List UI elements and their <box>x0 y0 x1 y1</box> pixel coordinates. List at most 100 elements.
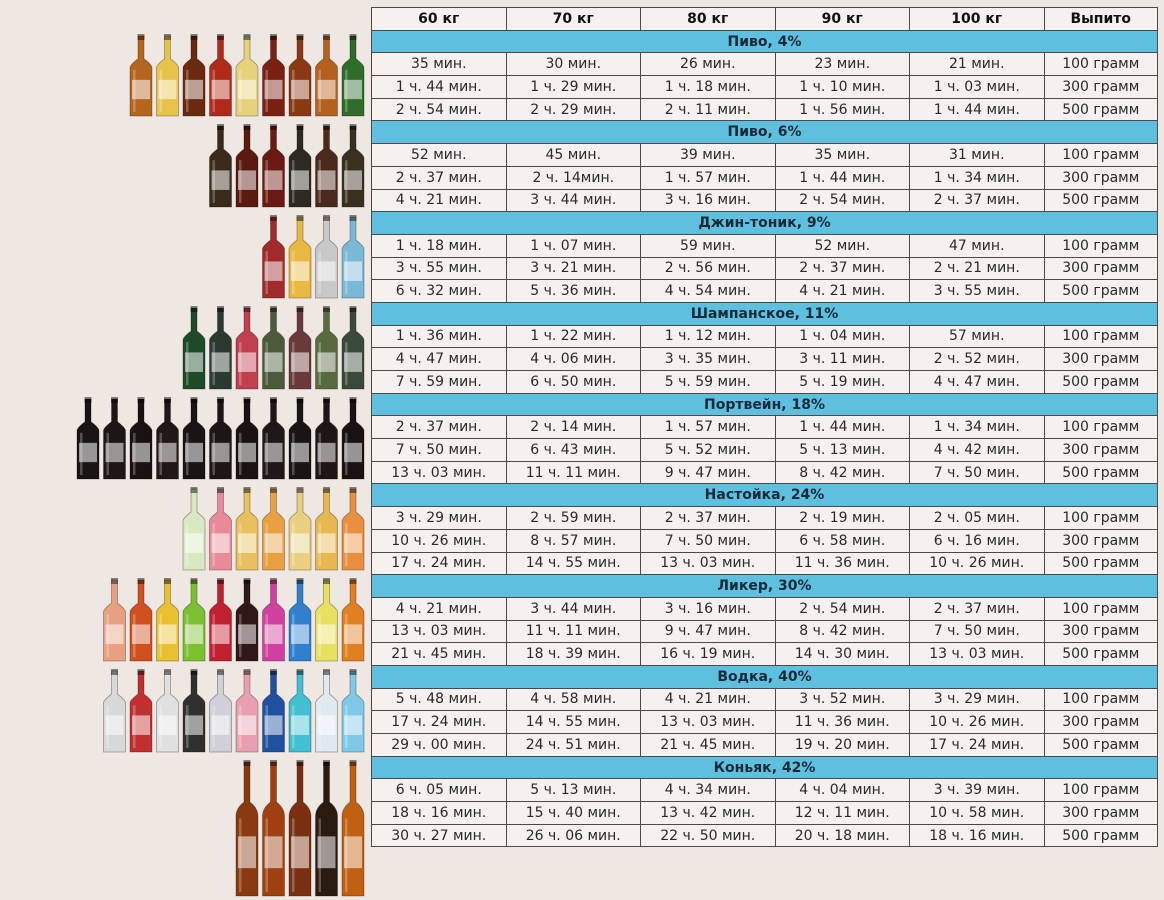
time-cell: 23 мин. <box>774 52 910 77</box>
time-cell: 7 ч. 50 мин. <box>371 438 507 462</box>
amount-cell: 500 грамм <box>1043 642 1158 666</box>
bottle-icon <box>341 578 365 662</box>
time-cell: 16 ч. 19 мин. <box>640 642 776 666</box>
column-header: Выпито <box>1043 7 1158 31</box>
time-cell: 2 ч. 56 мин. <box>640 256 776 281</box>
amount-cell: 500 грамм <box>1043 188 1158 213</box>
bottle-group <box>262 215 365 299</box>
column-header: 100 кг <box>909 7 1045 31</box>
bottle-icon <box>209 306 232 390</box>
table-row: 17 ч. 24 мин. 14 ч. 55 мин. 13 ч. 03 мин. 1… <box>371 710 1158 734</box>
column-header: 60 кг <box>371 7 507 31</box>
section-title: Джин-тоник, 9% <box>371 211 1158 235</box>
bottle-group <box>235 760 365 897</box>
table-row: 35 мин. 30 мин. 26 мин. 23 мин. 21 мин. 100 г… <box>371 52 1158 77</box>
time-cell: 35 мин. <box>371 52 507 77</box>
section-title: Пиво, 4% <box>371 29 1158 54</box>
time-cell: 7 ч. 50 мин. <box>640 528 776 553</box>
time-cell: 8 ч. 57 мин. <box>505 528 641 553</box>
time-cell: 2 ч. 37 мин. <box>640 506 776 530</box>
table-row: 21 ч. 45 мин. 18 ч. 39 мин. 16 ч. 19 мин. 1… <box>371 642 1158 666</box>
time-cell: 13 ч. 03 мин. <box>909 642 1045 666</box>
table-row: 10 ч. 26 мин. 8 ч. 57 мин. 7 ч. 50 мин. 6 ч… <box>371 528 1158 553</box>
time-cell: 14 ч. 30 мин. <box>774 642 910 666</box>
time-cell: 3 ч. 55 мин. <box>371 256 507 281</box>
bottle-icon <box>315 669 338 753</box>
bottle-icon <box>103 578 126 662</box>
table-row: 30 ч. 27 мин. 26 ч. 06 мин. 22 ч. 50 мин. 2… <box>371 823 1158 848</box>
time-cell: 13 ч. 03 мин. <box>640 710 776 734</box>
table-row: 2 ч. 37 мин. 2 ч. 14мин. 1 ч. 57 мин. 1 ч. … <box>371 165 1158 190</box>
amount-cell: 300 грамм <box>1043 438 1158 462</box>
time-cell: 2 ч. 21 мин. <box>909 256 1045 281</box>
table-row: 13 ч. 03 мин. 11 ч. 11 мин. 9 ч. 47 мин. 8 … <box>371 619 1158 644</box>
time-cell: 3 ч. 11 мин. <box>774 347 910 371</box>
time-cell: 21 ч. 45 мин. <box>371 642 507 666</box>
time-cell: 2 ч. 37 мин. <box>371 415 507 440</box>
time-cell: 6 ч. 05 мин. <box>371 778 507 803</box>
bottle-icon <box>182 578 206 662</box>
time-cell: 4 ч. 21 мин. <box>640 687 776 712</box>
amount-cell: 100 грамм <box>1043 778 1158 803</box>
time-cell: 1 ч. 36 мин. <box>371 324 507 349</box>
bottle-group <box>182 306 365 390</box>
bottle-icon <box>288 669 312 753</box>
time-cell: 1 ч. 34 мин. <box>909 165 1045 190</box>
bottle-icon <box>76 397 100 480</box>
time-cell: 10 ч. 58 мин. <box>909 801 1045 825</box>
time-cell: 10 ч. 26 мин. <box>909 551 1045 576</box>
column-header: 90 кг <box>774 7 910 31</box>
time-cell: 19 ч. 20 мин. <box>774 733 910 757</box>
time-cell: 4 ч. 21 мин. <box>371 596 507 621</box>
time-cell: 1 ч. 10 мин. <box>774 75 910 99</box>
table-row: 2 ч. 37 мин. 2 ч. 14 мин. 1 ч. 57 мин. 1 ч.… <box>371 415 1158 440</box>
bottles-illustration <box>0 0 372 900</box>
time-cell: 5 ч. 13 мин. <box>774 438 910 462</box>
bottle-icon <box>209 124 232 208</box>
amount-cell: 100 грамм <box>1043 596 1158 621</box>
time-cell: 1 ч. 44 мин. <box>371 75 507 99</box>
time-cell: 8 ч. 42 мин. <box>774 460 910 485</box>
time-cell: 14 ч. 55 мин. <box>505 551 641 576</box>
time-cell: 11 ч. 11 мин. <box>505 460 641 485</box>
bottle-icon <box>262 124 285 208</box>
time-cell: 4 ч. 04 мин. <box>774 778 910 803</box>
bottle-icon <box>288 124 312 208</box>
time-cell: 1 ч. 12 мин. <box>640 324 776 349</box>
amount-cell: 500 грамм <box>1043 733 1158 757</box>
bottle-icon <box>315 760 338 897</box>
time-cell: 31 мин. <box>909 143 1045 167</box>
bottle-icon <box>288 487 312 571</box>
time-cell: 6 ч. 43 мин. <box>505 438 641 462</box>
time-cell: 2 ч. 54 мин. <box>371 97 507 122</box>
time-cell: 1 ч. 56 мин. <box>774 97 910 122</box>
bottle-icon <box>341 215 365 299</box>
table-row: 6 ч. 05 мин. 5 ч. 13 мин. 4 ч. 34 мин. 4 ч.… <box>371 778 1158 803</box>
bottle-icon <box>235 124 259 208</box>
time-cell: 4 ч. 21 мин. <box>371 188 507 213</box>
time-cell: 17 ч. 24 мин. <box>371 551 507 576</box>
time-cell: 52 мин. <box>371 143 507 167</box>
section-header-row: Пиво, 4% <box>371 29 1158 54</box>
table-row: 29 ч. 00 мин. 24 ч. 51 мин. 21 ч. 45 мин. 1… <box>371 733 1158 757</box>
bottle-icon <box>262 578 285 662</box>
time-cell: 2 ч. 52 мин. <box>909 347 1045 371</box>
table-row: 1 ч. 44 мин. 1 ч. 29 мин. 1 ч. 18 мин. 1 ч.… <box>371 75 1158 99</box>
bottle-icon <box>209 487 232 571</box>
time-cell: 12 ч. 11 мин. <box>774 801 910 825</box>
time-cell: 6 ч. 32 мин. <box>371 279 507 303</box>
bottle-icon <box>235 669 259 753</box>
amount-cell: 500 грамм <box>1043 279 1158 303</box>
time-cell: 3 ч. 29 мин. <box>371 506 507 530</box>
time-cell: 7 ч. 50 мин. <box>909 619 1045 644</box>
bottle-icon <box>341 306 365 390</box>
time-cell: 21 ч. 45 мин. <box>640 733 776 757</box>
time-cell: 13 ч. 03 мин. <box>371 460 507 485</box>
time-cell: 21 мин. <box>909 52 1045 77</box>
time-cell: 4 ч. 54 мин. <box>640 279 776 303</box>
amount-cell: 100 грамм <box>1043 415 1158 440</box>
bottle-icon <box>288 397 312 480</box>
table-row: 3 ч. 55 мин. 3 ч. 21 мин. 2 ч. 56 мин. 2 ч.… <box>371 256 1158 281</box>
time-cell: 4 ч. 47 мин. <box>909 370 1045 394</box>
amount-cell: 100 грамм <box>1043 143 1158 167</box>
